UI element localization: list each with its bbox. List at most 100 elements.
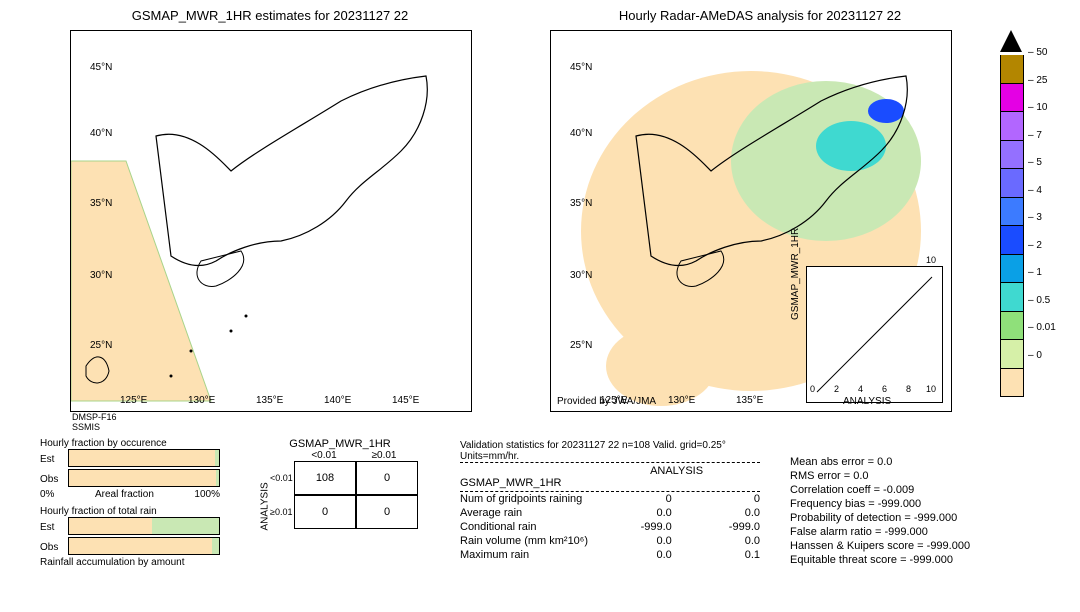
colorbar-segment	[1000, 169, 1024, 198]
colorbar-label: – 5	[1028, 157, 1042, 168]
colorbar-segment	[1000, 312, 1024, 341]
coverage-swath	[71, 161, 211, 401]
colorbar-segment	[1000, 84, 1024, 113]
lmap-xtick: 130°E	[188, 395, 215, 406]
colorbar-label: – 2	[1028, 240, 1042, 251]
inset-tick: 10	[926, 384, 936, 394]
lmap-ytick: 35°N	[90, 198, 112, 209]
inset-scatter	[806, 266, 943, 403]
colorbar-top-arrow	[1000, 30, 1022, 52]
occur-xmin: 0%	[40, 489, 54, 500]
stats-row: Num of gridpoints raining00	[460, 492, 760, 506]
colorbar-segment	[1000, 369, 1024, 398]
lmap-ytick: 45°N	[90, 62, 112, 73]
occur-areal: Areal fraction	[95, 489, 154, 500]
stats-right-row: RMS error = 0.0	[790, 469, 1040, 483]
left-map	[70, 30, 472, 412]
precip-bg2	[606, 326, 716, 406]
cont-row0: <0.01	[270, 461, 294, 495]
contingency-table: GSMAP_MWR_1HR <0.01 ≥0.01 ANALYSIS <0.01…	[260, 438, 420, 529]
colorbar-label: – 4	[1028, 185, 1042, 196]
stats-right-row: Correlation coeff = -0.009	[790, 483, 1040, 497]
accum-label: Rainfall accumulation by amount	[40, 557, 240, 568]
cont-cell-01: 0	[356, 461, 418, 495]
rmap-ytick: 40°N	[570, 128, 592, 139]
total-title: Hourly fraction of total rain	[40, 506, 240, 517]
colorbar-label: – 50	[1028, 47, 1047, 58]
left-map-title: GSMAP_MWR_1HR estimates for 20231127 22	[60, 8, 480, 23]
lmap-xtick: 145°E	[392, 395, 419, 406]
left-map-svg	[71, 31, 471, 411]
lmap-ytick: 30°N	[90, 270, 112, 281]
stats-right-row: Equitable threat score = -999.000	[790, 553, 1040, 567]
cont-cell-10: 0	[294, 495, 356, 529]
cont-row-axis: ANALYSIS	[260, 520, 271, 530]
stats-block: Validation statistics for 20231127 22 n=…	[460, 440, 760, 562]
inset-ytick: 10	[926, 255, 936, 265]
stats-row: Rain volume (mm km²10⁶)0.00.0	[460, 534, 760, 548]
occur-row-est: Est	[40, 454, 68, 465]
stats-colB: GSMAP_MWR_1HR	[460, 477, 560, 489]
lmap-xtick: 135°E	[256, 395, 283, 406]
rmap-xtick: 130°E	[668, 395, 695, 406]
precip-hi	[816, 121, 886, 171]
stats-right: Mean abs error = 0.0RMS error = 0.0Corre…	[790, 455, 1040, 567]
occur-section: Hourly fraction by occurence Est Obs 0% …	[40, 438, 240, 568]
colorbar-segment	[1000, 198, 1024, 227]
colorbar-segment	[1000, 141, 1024, 170]
stats-right-row: Mean abs error = 0.0	[790, 455, 1040, 469]
rmap-xtick: 135°E	[736, 395, 763, 406]
inset-ylabel: GSMAP_MWR_1HR	[790, 228, 801, 320]
colorbar-segment	[1000, 340, 1024, 369]
colorbar-label: – 25	[1028, 75, 1047, 86]
colorbar-segment	[1000, 283, 1024, 312]
right-map: Provided by JWA/JMA	[550, 30, 952, 412]
coastline-main	[156, 76, 427, 266]
colorbar-label: – 0.01	[1028, 322, 1056, 333]
inset-tick: 6	[882, 384, 887, 394]
rmap-ytick: 25°N	[570, 340, 592, 351]
cont-col1: ≥0.01	[354, 450, 414, 461]
stats-header: Validation statistics for 20231127 22 n=…	[460, 440, 760, 462]
lmap-xtick: 125°E	[120, 395, 147, 406]
colorbar-segment	[1000, 112, 1024, 141]
cont-col0: <0.01	[294, 450, 354, 461]
sensor-label: DMSP-F16	[72, 412, 117, 422]
inset-tick: 2	[834, 384, 839, 394]
occur-xmax: 100%	[194, 489, 220, 500]
inset-tick: 0	[810, 384, 815, 394]
stats-right-row: Frequency bias = -999.000	[790, 497, 1040, 511]
colorbar-segment	[1000, 55, 1024, 84]
colorbar-segment	[1000, 255, 1024, 284]
stats-right-row: Probability of detection = -999.000	[790, 511, 1040, 525]
right-map-title: Hourly Radar-AMeDAS analysis for 2023112…	[550, 8, 970, 23]
occur-title: Hourly fraction by occurence	[40, 438, 240, 449]
colorbar	[1000, 30, 1024, 410]
occur-row-obs: Obs	[40, 474, 68, 485]
total-row-est: Est	[40, 522, 68, 533]
rmap-ytick: 30°N	[570, 270, 592, 281]
precip-hi2	[868, 99, 904, 123]
stats-colA: ANALYSIS	[633, 465, 703, 477]
cont-cell-11: 0	[356, 495, 418, 529]
lmap-xtick: 140°E	[324, 395, 351, 406]
stats-right-row: False alarm ratio = -999.000	[790, 525, 1040, 539]
colorbar-label: – 10	[1028, 102, 1047, 113]
total-row-obs: Obs	[40, 542, 68, 553]
stats-right-row: Hanssen & Kuipers score = -999.000	[790, 539, 1040, 553]
rmap-ytick: 45°N	[570, 62, 592, 73]
colorbar-label: – 0	[1028, 350, 1042, 361]
rmap-ytick: 35°N	[570, 198, 592, 209]
colorbar-label: – 3	[1028, 212, 1042, 223]
colorbar-label: – 7	[1028, 130, 1042, 141]
sensor-label: SSMIS	[72, 422, 100, 432]
cont-row1: ≥0.01	[270, 495, 294, 529]
inset-tick: 8	[906, 384, 911, 394]
inset-xlabel: ANALYSIS	[843, 396, 891, 407]
cont-head: GSMAP_MWR_1HR	[260, 438, 420, 450]
stats-row: Maximum rain0.00.1	[460, 548, 760, 562]
coastline-kyushu	[197, 251, 244, 286]
colorbar-label: – 1	[1028, 267, 1042, 278]
diag-line	[817, 277, 932, 392]
stats-row: Conditional rain-999.0-999.0	[460, 520, 760, 534]
